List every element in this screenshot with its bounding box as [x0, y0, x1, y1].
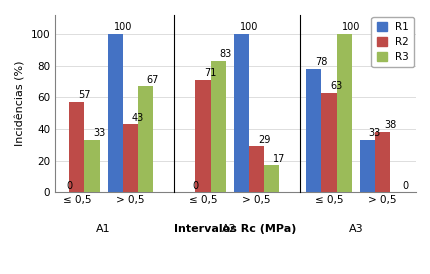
Bar: [195, 80, 210, 192]
Text: 33: 33: [368, 128, 380, 138]
Text: 71: 71: [204, 68, 216, 78]
Text: 100: 100: [341, 22, 360, 32]
Text: 0: 0: [401, 181, 407, 190]
Bar: [108, 34, 123, 192]
Bar: [374, 132, 389, 192]
Bar: [233, 34, 248, 192]
Text: 43: 43: [132, 113, 144, 122]
Bar: [84, 140, 99, 192]
Text: 67: 67: [147, 75, 159, 85]
X-axis label: Intervalos Rc (MPa): Intervalos Rc (MPa): [174, 224, 296, 234]
Text: 0: 0: [192, 181, 198, 190]
Text: 0: 0: [66, 181, 72, 190]
Bar: [248, 146, 263, 192]
Text: 33: 33: [93, 128, 105, 138]
Text: 100: 100: [114, 22, 132, 32]
Text: 78: 78: [315, 57, 327, 67]
Bar: [321, 93, 336, 192]
Legend: R1, R2, R3: R1, R2, R3: [371, 17, 413, 67]
Text: A1: A1: [96, 224, 111, 234]
Bar: [123, 124, 138, 192]
Bar: [210, 61, 225, 192]
Text: A3: A3: [347, 224, 362, 234]
Y-axis label: Incidências (%): Incidências (%): [15, 61, 25, 146]
Bar: [306, 69, 321, 192]
Text: 63: 63: [330, 81, 342, 91]
Text: 17: 17: [272, 154, 285, 164]
Text: 57: 57: [78, 90, 91, 100]
Bar: [69, 102, 84, 192]
Bar: [138, 86, 153, 192]
Text: 83: 83: [219, 49, 231, 59]
Bar: [359, 140, 374, 192]
Text: 100: 100: [239, 22, 258, 32]
Text: 29: 29: [257, 135, 270, 145]
Text: A2: A2: [222, 224, 236, 234]
Bar: [336, 34, 351, 192]
Text: 38: 38: [383, 121, 395, 130]
Bar: [263, 165, 278, 192]
